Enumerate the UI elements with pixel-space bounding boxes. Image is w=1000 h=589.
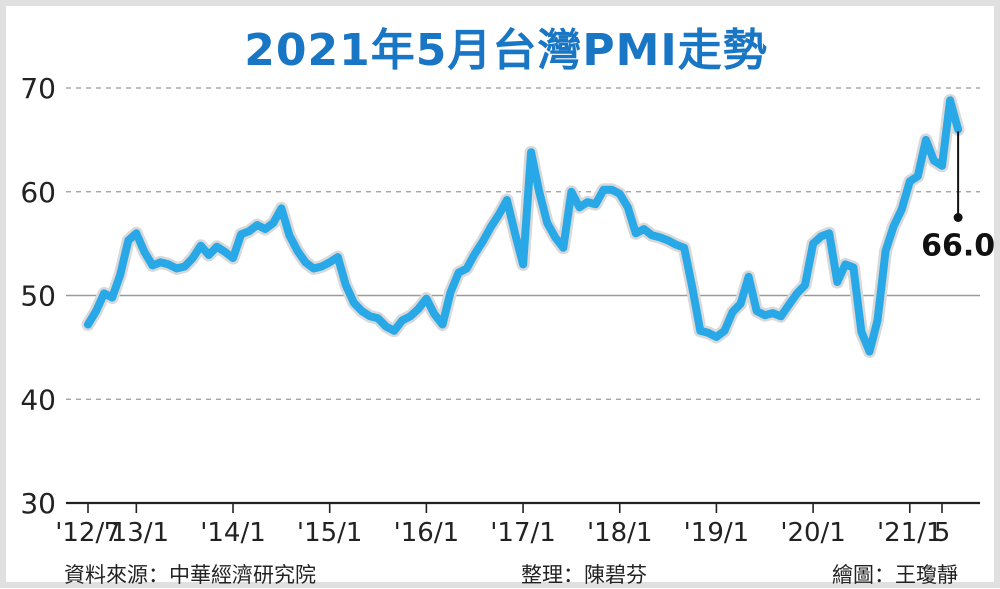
y-tick-label: 30 xyxy=(20,487,56,520)
x-tick-labels: '12/7'13/1'14/1'15/1'16/1'17/1'18/1'19/1… xyxy=(55,503,950,548)
annotation-dot xyxy=(954,213,963,222)
x-tick-label: '17/1 xyxy=(490,518,556,548)
y-tick-label: 50 xyxy=(20,280,56,313)
source-credit: 資料來源：中華經濟研究院 xyxy=(64,559,316,589)
x-tick-label: 5 xyxy=(934,518,951,548)
x-tick-label: '19/1 xyxy=(684,518,750,548)
x-tick-label: '15/1 xyxy=(297,518,363,548)
graphic-credit: 繪圖：王瓊靜 xyxy=(832,559,958,589)
editor-credit: 整理：陳碧芬 xyxy=(521,559,647,589)
x-tick-label: '14/1 xyxy=(200,518,266,548)
y-tick-label: 40 xyxy=(20,383,56,416)
x-tick-label: '13/1 xyxy=(104,518,170,548)
x-tick-label: '16/1 xyxy=(394,518,460,548)
series-line xyxy=(88,100,958,351)
series-layer xyxy=(88,100,958,351)
x-tick-label: '18/1 xyxy=(587,518,653,548)
x-tick-label: '20/1 xyxy=(780,518,846,548)
y-tick-label: 70 xyxy=(20,72,56,105)
annotation-label: 66.0 xyxy=(921,229,994,264)
x-tick-label: '21/1 xyxy=(877,518,943,548)
y-tick-labels: 30 40 50 60 70 xyxy=(20,72,56,520)
y-tick-label: 60 xyxy=(20,176,56,209)
grid-lines xyxy=(66,88,980,503)
